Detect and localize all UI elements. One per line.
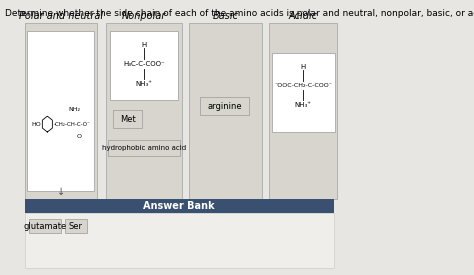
Text: NH₃⁺: NH₃⁺ (136, 81, 153, 87)
FancyBboxPatch shape (272, 53, 335, 132)
Text: Answer Bank: Answer Bank (143, 201, 215, 211)
Text: Basic: Basic (212, 11, 238, 21)
FancyBboxPatch shape (109, 140, 180, 156)
Text: Determine whether the side chain of each of the amino acids is polar and neutral: Determine whether the side chain of each… (5, 9, 474, 18)
FancyBboxPatch shape (189, 23, 262, 199)
FancyBboxPatch shape (25, 199, 334, 213)
FancyBboxPatch shape (269, 23, 337, 199)
Text: H₃C-C-COO⁻: H₃C-C-COO⁻ (123, 61, 165, 67)
Text: NH₂: NH₂ (68, 107, 80, 112)
Text: glutamate: glutamate (24, 222, 67, 231)
Text: Ser: Ser (69, 222, 83, 231)
Text: H: H (142, 42, 147, 48)
FancyBboxPatch shape (110, 31, 178, 100)
Text: ↓: ↓ (56, 187, 65, 197)
Text: hydrophobic amino acid: hydrophobic amino acid (102, 145, 186, 151)
FancyBboxPatch shape (29, 219, 61, 233)
Text: HO: HO (31, 122, 41, 126)
Text: arginine: arginine (208, 102, 242, 111)
FancyBboxPatch shape (65, 219, 87, 233)
FancyBboxPatch shape (27, 31, 94, 191)
FancyBboxPatch shape (113, 110, 142, 128)
Text: Met: Met (120, 115, 136, 124)
FancyBboxPatch shape (200, 97, 249, 115)
Text: Acidic: Acidic (289, 11, 318, 21)
Text: Polar and neutral: Polar and neutral (18, 11, 103, 21)
FancyBboxPatch shape (25, 213, 334, 268)
Text: NH₃⁺: NH₃⁺ (295, 102, 311, 108)
FancyBboxPatch shape (106, 23, 182, 199)
Text: ⁻OOC-CH₂-C-COO⁻: ⁻OOC-CH₂-C-COO⁻ (274, 83, 332, 88)
FancyBboxPatch shape (25, 23, 97, 199)
Text: Nonpolar: Nonpolar (122, 11, 166, 21)
Text: O: O (77, 134, 82, 139)
Text: H: H (301, 64, 306, 70)
Text: -CH₂-CH-C-O⁻: -CH₂-CH-C-O⁻ (54, 122, 91, 126)
